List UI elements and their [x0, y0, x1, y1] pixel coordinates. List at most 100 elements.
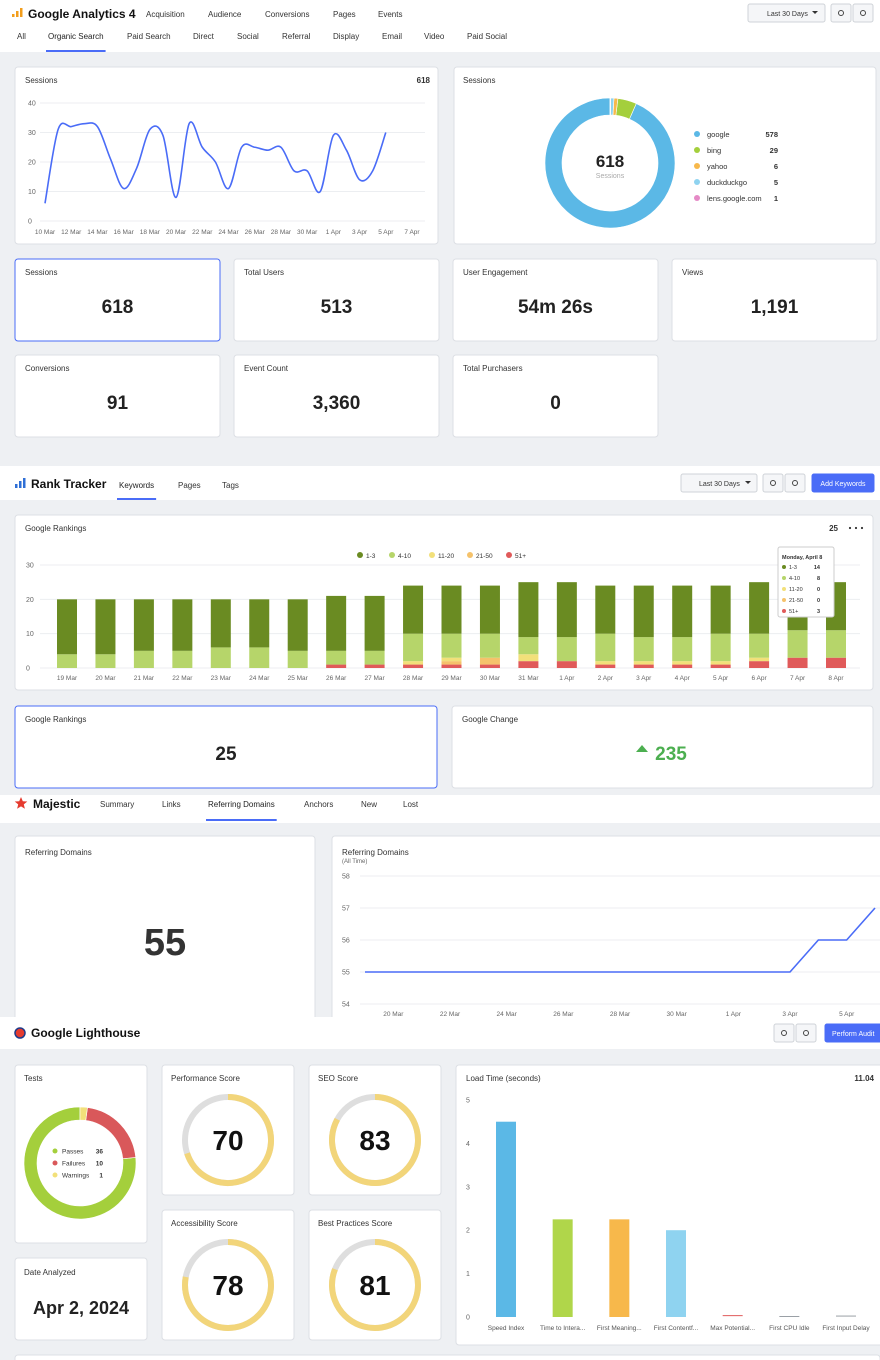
card-title: Load Time (seconds): [466, 1074, 541, 1083]
x-tick-label: 28 Mar: [271, 229, 292, 236]
legend-value: 578: [765, 130, 778, 139]
logo: [16, 11, 19, 17]
tooltip-label: 21-50: [789, 598, 803, 604]
score-card: [161, 1209, 295, 1341]
card-title: Tests: [24, 1074, 43, 1083]
card-title: Accessibility Score: [171, 1219, 238, 1228]
button-label[interactable]: Add Keywords: [820, 481, 866, 488]
nav-item[interactable]: Acquisition: [146, 10, 185, 19]
kpi-card: [452, 354, 659, 438]
tab[interactable]: Video: [424, 32, 445, 41]
bar-segment: [749, 582, 770, 634]
kpi-card: [14, 354, 221, 438]
tab[interactable]: Direct: [193, 32, 215, 41]
bar-segment: [403, 664, 424, 668]
icon-button[interactable]: [773, 1023, 795, 1043]
up-arrow: [636, 745, 648, 752]
x-tick-label: 24 Mar: [249, 675, 270, 682]
donut-slice: [544, 97, 676, 229]
x-tick-label: 3 Apr: [782, 1011, 798, 1018]
bar-segment: [595, 664, 616, 668]
x-tick-label: Max Potential...: [710, 1325, 755, 1332]
y-tick-label: 57: [342, 906, 350, 913]
card-total: 11.04: [854, 1074, 874, 1083]
button-label[interactable]: Perform Audit: [832, 1031, 874, 1038]
button-label[interactable]: Last 30 Days: [699, 481, 740, 488]
logo: [12, 14, 15, 17]
tab[interactable]: Display: [333, 32, 359, 41]
x-tick-label: 22 Mar: [192, 229, 213, 236]
bar-segment: [633, 585, 654, 638]
tooltip-value: 14: [814, 565, 821, 571]
tab[interactable]: Links: [162, 800, 181, 809]
tab[interactable]: Paid Search: [127, 32, 171, 41]
caret: [812, 11, 818, 14]
bar-segment: [633, 661, 654, 665]
x-tick-label: Speed Index: [488, 1325, 525, 1332]
nav-item[interactable]: Conversions: [265, 10, 309, 19]
tab[interactable]: New: [361, 800, 377, 809]
primary-button[interactable]: [824, 1023, 880, 1043]
tab[interactable]: Anchors: [304, 800, 333, 809]
tab[interactable]: Organic Search: [48, 32, 104, 41]
tab[interactable]: Social: [237, 32, 259, 41]
tab[interactable]: Tags: [222, 481, 239, 490]
bar-segment: [57, 599, 77, 655]
caret: [745, 481, 751, 484]
card: [14, 1354, 880, 1360]
bar-segment: [749, 657, 770, 662]
legend-value: 5: [774, 178, 778, 187]
x-tick-label: 3 Apr: [636, 675, 652, 682]
bar: [496, 1121, 516, 1317]
nav-item[interactable]: Events: [378, 10, 402, 19]
icon-button[interactable]: [762, 473, 784, 493]
legend-dot: [506, 552, 512, 558]
nav-item[interactable]: Pages: [333, 10, 356, 19]
tab[interactable]: Paid Social: [467, 32, 507, 41]
bar-segment: [826, 657, 846, 668]
tab[interactable]: Referral: [282, 32, 311, 41]
tab[interactable]: Keywords: [119, 481, 154, 490]
legend-value: 1: [774, 194, 778, 203]
icon-button[interactable]: [852, 3, 874, 23]
bar-segment: [57, 654, 77, 668]
kpi-card: [14, 258, 221, 342]
date-button[interactable]: [747, 3, 826, 23]
button-label[interactable]: Last 30 Days: [767, 11, 808, 18]
bar: [836, 1315, 856, 1317]
x-tick-label: 20 Mar: [95, 675, 116, 682]
bar-segment: [403, 661, 424, 665]
y-tick-label: 10: [26, 631, 34, 638]
x-tick-label: 5 Apr: [713, 675, 729, 682]
legend-label: 1-3: [366, 553, 376, 560]
x-tick-label: 1 Apr: [559, 675, 575, 682]
y-tick-label: 30: [26, 563, 34, 570]
logo: [23, 478, 26, 488]
tab[interactable]: Email: [382, 32, 402, 41]
nav-item[interactable]: Audience: [208, 10, 242, 19]
card-title: Referring Domains: [342, 848, 409, 857]
kpi-value: 55: [144, 922, 186, 964]
card-title: SEO Score: [318, 1074, 359, 1083]
legend-label: 11-20: [438, 553, 455, 560]
tab[interactable]: All: [17, 32, 26, 41]
tooltip-value: 0: [817, 598, 820, 604]
legend-label: lens.google.com: [707, 194, 762, 203]
date-button[interactable]: [680, 473, 758, 493]
tab[interactable]: Summary: [100, 800, 134, 809]
tab[interactable]: Referring Domains: [208, 800, 275, 809]
card-subtitle: (All Time): [342, 859, 367, 865]
logo: [20, 8, 23, 17]
tab[interactable]: Pages: [178, 481, 201, 490]
bar-segment: [403, 585, 424, 634]
primary-button[interactable]: [811, 473, 875, 493]
tab[interactable]: Lost: [403, 800, 419, 809]
icon-button[interactable]: [830, 3, 852, 23]
legend-dot: [694, 179, 700, 185]
icon-button[interactable]: [784, 473, 806, 493]
section-header: [0, 0, 880, 52]
x-tick-label: 28 Mar: [403, 675, 424, 682]
icon-button[interactable]: [795, 1023, 817, 1043]
line: [365, 907, 876, 973]
bar-segment: [672, 637, 693, 662]
